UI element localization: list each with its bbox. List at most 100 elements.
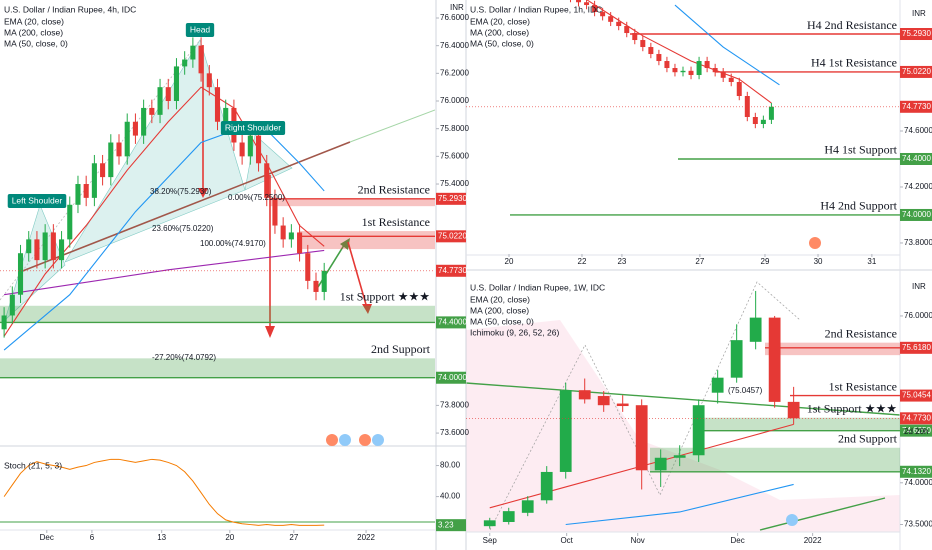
level-zone — [700, 417, 900, 431]
candle-body — [280, 225, 286, 240]
stoch-value-box — [436, 519, 466, 532]
candle-body — [67, 204, 73, 240]
candle-body — [654, 457, 667, 471]
price-box — [900, 465, 932, 478]
candle-body — [787, 401, 800, 419]
x-tick-label: Nov — [631, 536, 645, 545]
candle-body — [288, 232, 294, 240]
fib-label: -27.20%(74.0792) — [152, 353, 216, 362]
candle-body — [206, 73, 212, 88]
candle-body — [214, 87, 221, 122]
x-tick-label: Dec — [730, 536, 744, 545]
candle-body — [712, 68, 718, 73]
candle-body — [100, 163, 106, 178]
x-tick-label: 13 — [157, 533, 166, 542]
price-box — [436, 230, 466, 243]
candle-body — [720, 72, 726, 78]
pattern-label-box — [185, 23, 215, 37]
legend-entry: MA (200, close) — [470, 27, 529, 37]
indicator-line — [674, 4, 780, 86]
arrow-head — [265, 326, 275, 338]
x-tick-label: 27 — [695, 257, 704, 266]
currency-label: INR — [450, 3, 464, 12]
legend-entry: MA (200, close) — [4, 27, 63, 37]
icon — [372, 434, 384, 446]
candle-body — [483, 520, 496, 527]
y-tick-label: 75.6000 — [440, 151, 469, 160]
candle-body — [272, 197, 278, 226]
price-label: 74.6250 — [902, 426, 931, 435]
annotation: (75.0457) — [728, 386, 763, 395]
level-zone — [650, 447, 900, 472]
level-zone — [765, 342, 900, 356]
y-tick-label: 76.2000 — [440, 68, 469, 77]
icon — [809, 237, 821, 249]
price-box — [436, 192, 466, 205]
candle-body — [26, 239, 32, 254]
candle-body — [247, 135, 253, 157]
ichimoku-cloud — [466, 320, 900, 532]
candle-body — [50, 232, 56, 261]
candle-body — [17, 253, 24, 295]
level-name: 1st Support ★★★ — [340, 290, 430, 304]
arrow — [347, 241, 368, 309]
candle-body — [768, 106, 774, 120]
x-tick-label: 31 — [867, 257, 876, 266]
price-label: 75.2930 — [438, 194, 467, 203]
stoch-area — [3, 458, 325, 526]
arrow-head — [362, 304, 372, 314]
price-box — [900, 389, 932, 402]
legend-entry: MA (50, close, 0) — [470, 316, 534, 326]
legend-entry: EMA (20, close) — [4, 16, 64, 26]
price-box — [900, 100, 932, 113]
x-tick-label: 20 — [225, 533, 234, 542]
price-box — [436, 316, 466, 329]
indicator-line — [3, 86, 325, 337]
stoch-title: Stoch (21, 5, 3) — [4, 460, 62, 470]
trendline — [759, 497, 886, 531]
candle-body — [597, 396, 610, 406]
head-shape — [64, 39, 246, 263]
price-label: 75.2930 — [902, 29, 931, 38]
level-name: 2nd Support — [838, 432, 898, 446]
legend-entry: MA (200, close) — [470, 305, 529, 315]
level-name: 1st Resistance — [829, 379, 897, 393]
candle-body — [711, 377, 724, 393]
level-zone — [270, 198, 435, 207]
candle-body — [632, 33, 638, 41]
candle-body — [635, 405, 648, 471]
neckline-extension — [349, 109, 435, 143]
candle-body — [42, 232, 48, 261]
price-box — [900, 341, 932, 354]
pattern-label-box — [7, 194, 67, 208]
candle-body — [190, 45, 196, 60]
level-name: 2nd Support — [371, 342, 431, 356]
candle-body — [648, 47, 654, 55]
x-tick-label: 22 — [578, 257, 587, 266]
trendline — [466, 382, 900, 416]
price-box — [900, 65, 932, 78]
x-tick-label: Dec — [40, 533, 54, 542]
annotation: 2d 20h — [904, 427, 928, 436]
y-tick-label: 74.0000 — [904, 478, 932, 487]
candle-body — [165, 87, 171, 102]
level-zone — [300, 231, 435, 250]
candle-body — [672, 68, 678, 73]
level-name: 1st Resistance — [362, 215, 430, 229]
level-zone — [0, 305, 435, 323]
x-tick-label: 30 — [814, 257, 823, 266]
price-label: 74.0000 — [438, 373, 467, 382]
currency-label: INR — [912, 282, 926, 291]
level-zone — [0, 358, 435, 378]
price-label: 74.1320 — [902, 467, 931, 476]
plot-area — [0, 37, 435, 379]
chart-title: U.S. Dollar / Indian Rupee, 1h, IDC — [470, 4, 602, 14]
weekly-drawings — [466, 281, 900, 532]
y-tick-label: 75.4000 — [440, 179, 469, 188]
y-tick-label: 74.6000 — [904, 126, 932, 135]
y-tick-label: 76.0000 — [440, 96, 469, 105]
plot-area — [466, 0, 900, 216]
candle-body — [749, 317, 762, 342]
candle-body — [521, 500, 534, 513]
candle-body — [264, 163, 270, 198]
